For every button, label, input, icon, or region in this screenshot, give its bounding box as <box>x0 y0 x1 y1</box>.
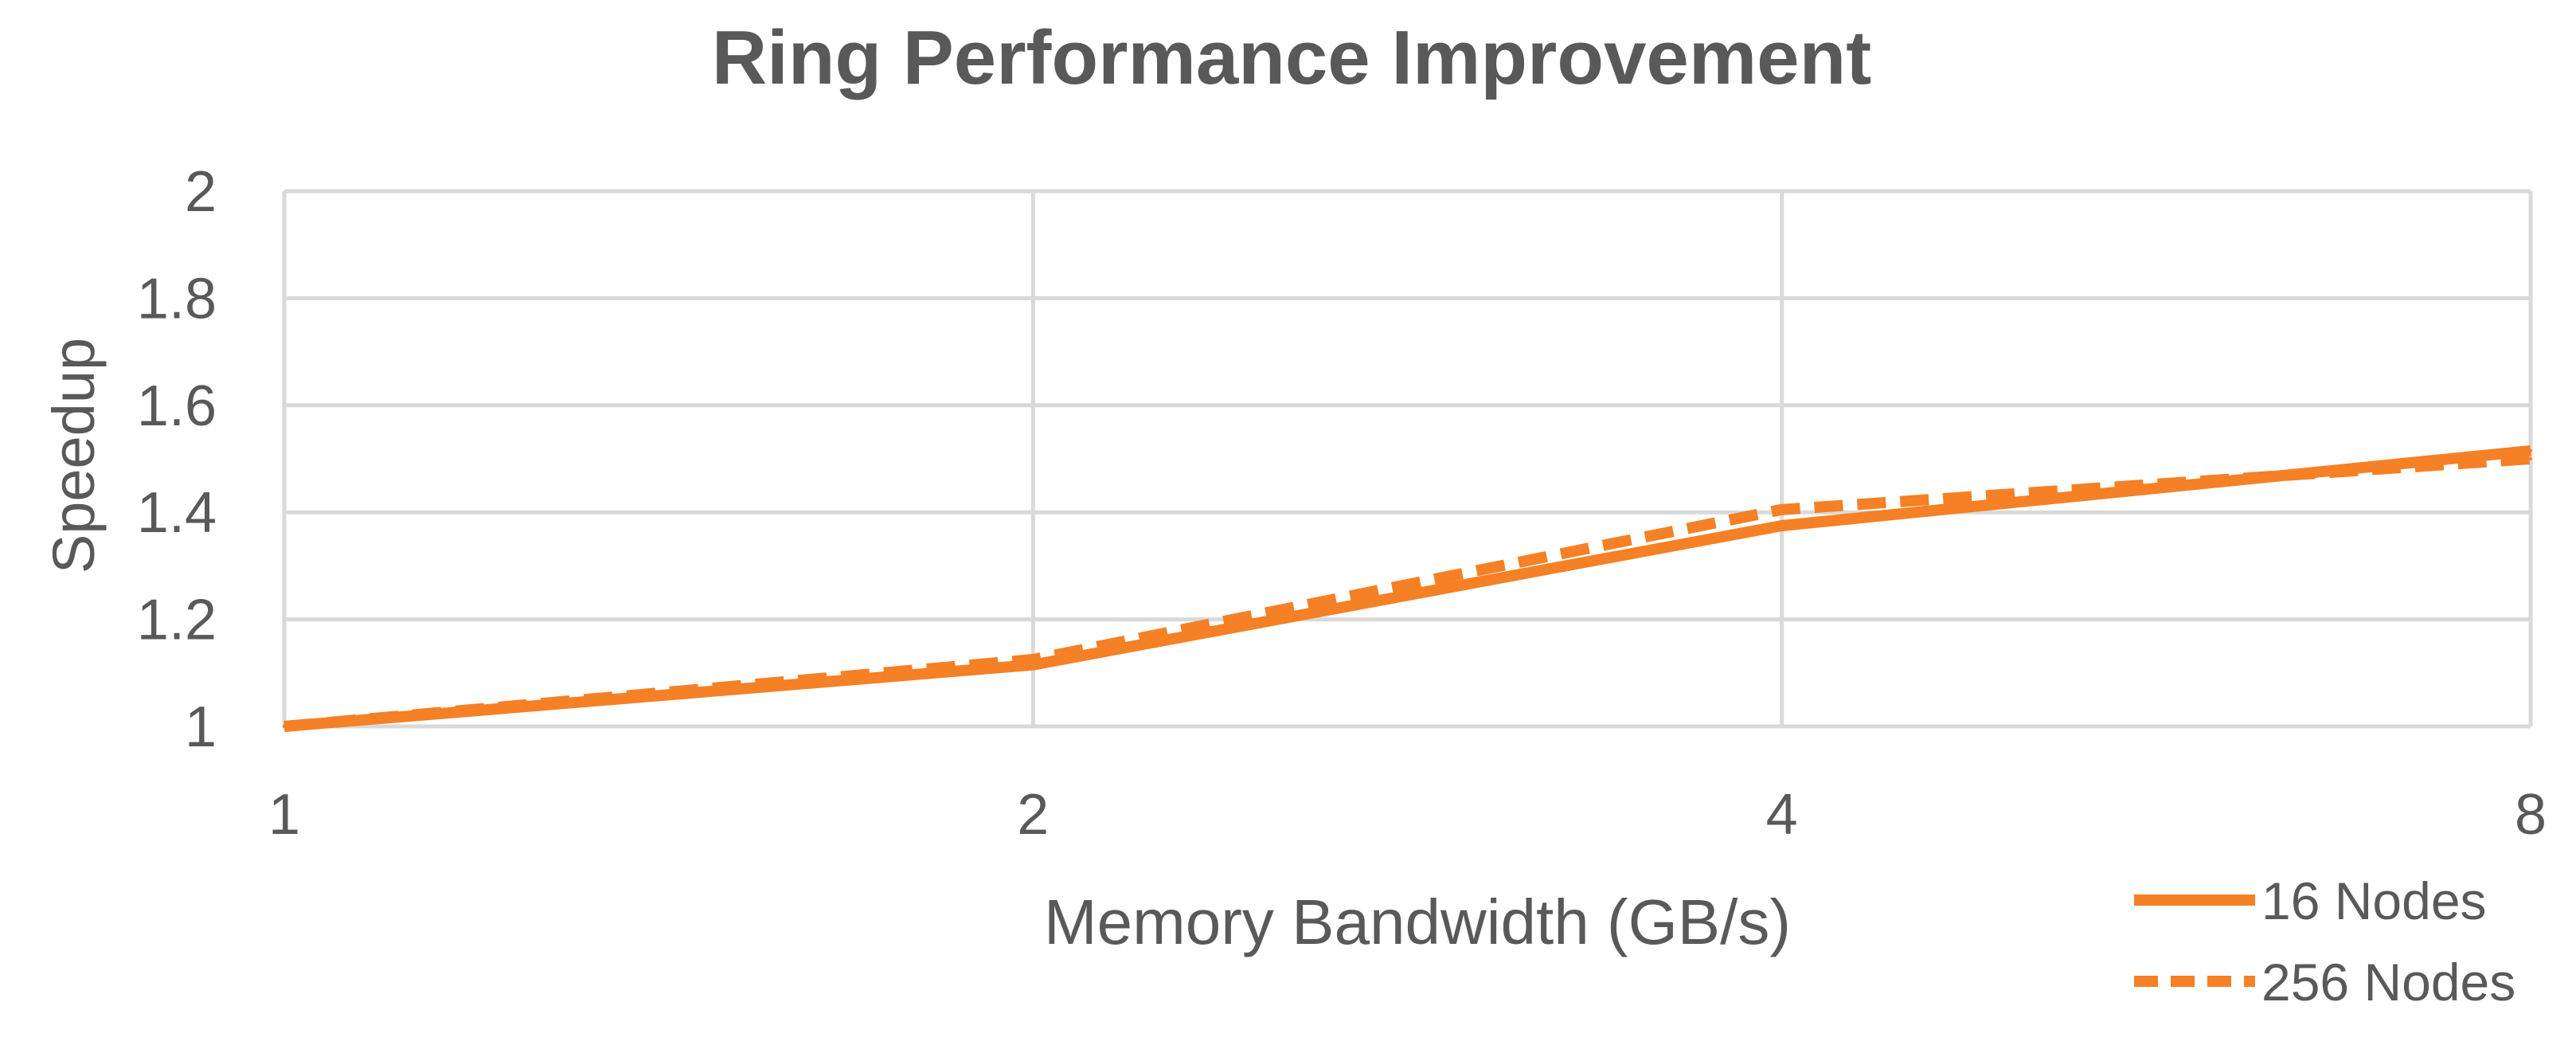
y-tick-label: 1.2 <box>137 589 217 652</box>
y-tick-label: 1.4 <box>137 481 217 545</box>
chart-title: Ring Performance Improvement <box>712 15 1871 100</box>
y-tick-label: 1 <box>185 695 217 759</box>
x-tick-label: 4 <box>1766 783 1798 847</box>
x-tick-label: 2 <box>1017 783 1049 847</box>
series-lines <box>283 444 2532 732</box>
x-axis-label: Memory Bandwidth (GB/s) <box>1044 887 1791 957</box>
y-axis-label: Speedup <box>41 338 107 573</box>
data-point <box>283 725 286 728</box>
legend: 16 Nodes 256 Nodes <box>2134 871 2515 1012</box>
grid-lines <box>282 189 2533 729</box>
legend-label: 16 Nodes <box>2261 871 2487 930</box>
tick-labels: 1 1.2 1.4 1.6 1.8 2 1 2 4 8 <box>137 160 2547 847</box>
x-tick-label: 1 <box>268 783 300 847</box>
series-line <box>283 453 2531 732</box>
y-tick-label: 2 <box>185 160 217 224</box>
data-point <box>1031 658 1035 661</box>
data-point <box>1780 507 1784 511</box>
y-tick-label: 1.8 <box>137 267 217 331</box>
data-point <box>2529 457 2532 460</box>
legend-label: 256 Nodes <box>2261 953 2515 1012</box>
x-tick-label: 8 <box>2515 783 2547 847</box>
data-point <box>1780 524 1784 527</box>
y-tick-label: 1.6 <box>137 374 217 438</box>
series-line <box>283 444 2531 732</box>
data-point <box>2529 448 2532 452</box>
